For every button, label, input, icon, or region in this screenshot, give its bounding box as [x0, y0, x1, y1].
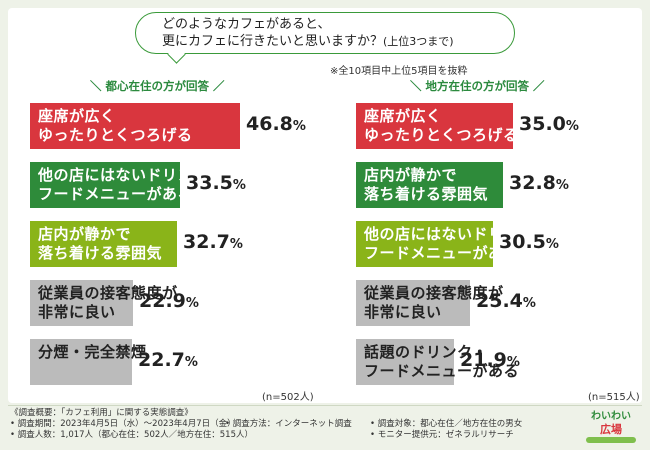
chart-1-category-label: 座席が広く ゆったりとくつろげる — [364, 107, 519, 144]
waiwai-hiroba-logo: わいわい 広場 — [586, 410, 636, 443]
question-line2-text: 更にカフェに行きたいと思いますか？ — [162, 34, 384, 49]
chart-1-category-label: 話題のドリンク・ フードメニューがある — [364, 343, 520, 380]
chart-0-category-label: 従業員の接客態度が 非常に良い — [38, 284, 178, 321]
question-line2: 更にカフェに行きたいと思いますか？(上位3つまで) — [162, 33, 514, 50]
chart-1-bar — [356, 339, 454, 385]
chart-0-category-label: 分煙・完全禁煙 — [38, 343, 147, 361]
chart-1-value-label: 25.4% — [476, 290, 536, 312]
chart-0-value-label: 46.8% — [246, 113, 306, 135]
chart-1-bar — [356, 221, 493, 267]
chart-1-value-label: 32.8% — [509, 172, 569, 194]
chart-0-row: 従業員の接客態度が 非常に良い 22.9% — [30, 280, 330, 326]
chart-1-row: 他の店にはないドリンク・ フードメニューがある 30.5% — [356, 221, 650, 267]
chart-1-row: 従業員の接客態度が 非常に良い 25.4% — [356, 280, 650, 326]
chart-1-value-number: 21.9 — [460, 349, 507, 371]
logo-text-2: 広場 — [600, 422, 622, 436]
chart-1-row: 座席が広く ゆったりとくつろげる 35.0% — [356, 103, 650, 149]
chart-0-value-number: 22.9 — [139, 290, 186, 312]
chart-1-value-number: 35.0 — [519, 113, 566, 135]
excerpt-note: ※全10項目中上位5項目を抜粋 — [330, 66, 468, 77]
footer-provider: • モニター提供元：ゼネラルリサーチ — [370, 430, 514, 440]
chart-1-value-unit: % — [555, 178, 569, 193]
chart-0-bar — [30, 221, 177, 267]
footer-heading: 《調査概要：「カフェ利用」に関する実態調査》 — [10, 408, 193, 418]
question-bubble: どのようなカフェがあると、 更にカフェに行きたいと思いますか？(上位3つまで) — [135, 12, 515, 54]
chart-0-category-label: 他の店にはないドリンク・ フードメニューがある — [38, 166, 224, 203]
chart-0-value-unit: % — [184, 355, 198, 370]
logo-text-1: わいわい — [591, 410, 631, 422]
chart-1-category-label: 従業員の接客態度が 非常に良い — [364, 284, 504, 321]
chart-1-bar — [356, 103, 513, 149]
chart-0-row: 分煙・完全禁煙 22.7% — [30, 339, 330, 385]
footer-divider — [8, 405, 642, 406]
chart-0-value-number: 22.7 — [138, 349, 185, 371]
chart-0-row: 座席が広く ゆったりとくつろげる 46.8% — [30, 103, 330, 149]
chart-0-value-label: 22.9% — [139, 290, 199, 312]
chart-0-bar — [30, 103, 240, 149]
chart-0-category-label: 座席が広く ゆったりとくつろげる — [38, 107, 193, 144]
chart-0-bar — [30, 280, 133, 326]
chart-0-value-unit: % — [232, 178, 246, 193]
logo-grass — [586, 437, 636, 443]
chart-1-value-number: 32.8 — [509, 172, 556, 194]
chart-1-row: 話題のドリンク・ フードメニューがある 21.9% — [356, 339, 650, 385]
chart-0-bar — [30, 162, 180, 208]
rural-sample-size: (n=515人) — [588, 392, 640, 403]
chart-1-bar — [356, 280, 470, 326]
chart-0-value-number: 33.5 — [186, 172, 233, 194]
urban-sample-size: (n=502人) — [262, 392, 314, 403]
chart-0-value-label: 32.7% — [183, 231, 243, 253]
question-line1: どのようなカフェがあると、 — [162, 17, 331, 32]
footer-period: • 調査期間：2023年4月5日（水）～2023年4月7日（金） — [10, 419, 236, 429]
chart-0-value-number: 32.7 — [183, 231, 230, 253]
chart-1-row: 店内が静かで 落ち着ける雰囲気 32.8% — [356, 162, 650, 208]
chart-0-bar — [30, 339, 132, 385]
chart-1-value-unit: % — [565, 119, 579, 134]
question-sub: (上位3つまで) — [383, 35, 454, 48]
footer-method: • 調査方法：インターネット調査 — [225, 419, 352, 429]
chart-0-value-label: 33.5% — [186, 172, 246, 194]
chart-1-value-label: 21.9% — [460, 349, 520, 371]
chart-1-value-number: 25.4 — [476, 290, 523, 312]
chart-0-value-unit: % — [185, 296, 199, 311]
footer-target: • 調査対象：都心在住／地方在住の男女 — [370, 419, 523, 429]
chart-1-value-unit: % — [545, 237, 559, 252]
footer-count: • 調査人数：1,017人（都心在住：502人／地方在住：515人） — [10, 430, 253, 440]
chart-0-row: 店内が静かで 落ち着ける雰囲気 32.7% — [30, 221, 330, 267]
chart-1-value-unit: % — [522, 296, 536, 311]
chart-1-category-label: 他の店にはないドリンク・ フードメニューがある — [364, 225, 550, 262]
chart-1-value-label: 30.5% — [499, 231, 559, 253]
chart-1-value-label: 35.0% — [519, 113, 579, 135]
chart-0-category-label: 店内が静かで 落ち着ける雰囲気 — [38, 225, 163, 262]
chart-0-value-unit: % — [229, 237, 243, 252]
chart-1-value-unit: % — [506, 355, 520, 370]
chart-1-category-label: 店内が静かで 落ち着ける雰囲気 — [364, 166, 489, 203]
chart-0-value-unit: % — [292, 119, 306, 134]
chart-0-title: ＼ 都心在住の方が回答 ／ — [90, 79, 225, 93]
chart-0-value-number: 46.8 — [246, 113, 293, 135]
chart-0-value-label: 22.7% — [138, 349, 198, 371]
chart-1-bar — [356, 162, 503, 208]
chart-1-value-number: 30.5 — [499, 231, 546, 253]
chart-1-title: ＼ 地方在住の方が回答 ／ — [410, 79, 545, 93]
chart-0-row: 他の店にはないドリンク・ フードメニューがある 33.5% — [30, 162, 330, 208]
